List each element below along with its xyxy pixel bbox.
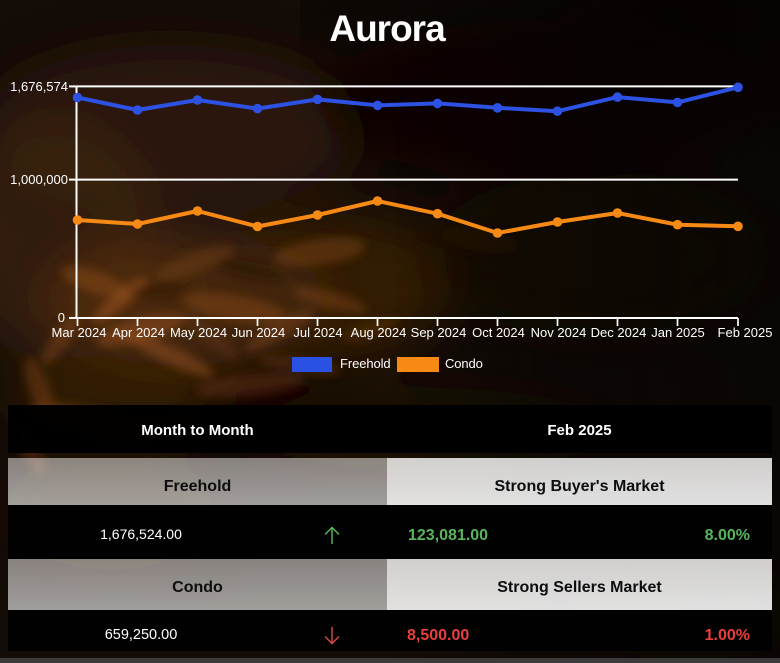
svg-text:Aug 2024: Aug 2024 xyxy=(351,325,407,340)
svg-text:Oct 2024: Oct 2024 xyxy=(472,325,525,340)
svg-text:Apr 2024: Apr 2024 xyxy=(112,325,165,340)
svg-text:Feb 2025: Feb 2025 xyxy=(718,325,773,340)
svg-text:1,000,000: 1,000,000 xyxy=(10,172,68,187)
svg-text:Jun 2024: Jun 2024 xyxy=(232,325,286,340)
svg-text:1,676,574: 1,676,574 xyxy=(10,79,68,94)
svg-text:0: 0 xyxy=(58,310,65,325)
svg-text:Sep 2024: Sep 2024 xyxy=(411,325,467,340)
svg-text:Nov 2024: Nov 2024 xyxy=(531,325,587,340)
svg-text:Mar 2024: Mar 2024 xyxy=(52,325,107,340)
svg-text:Dec 2024: Dec 2024 xyxy=(591,325,647,340)
svg-text:Jan 2025: Jan 2025 xyxy=(651,325,705,340)
svg-text:Jul 2024: Jul 2024 xyxy=(293,325,342,340)
svg-text:May 2024: May 2024 xyxy=(170,325,227,340)
